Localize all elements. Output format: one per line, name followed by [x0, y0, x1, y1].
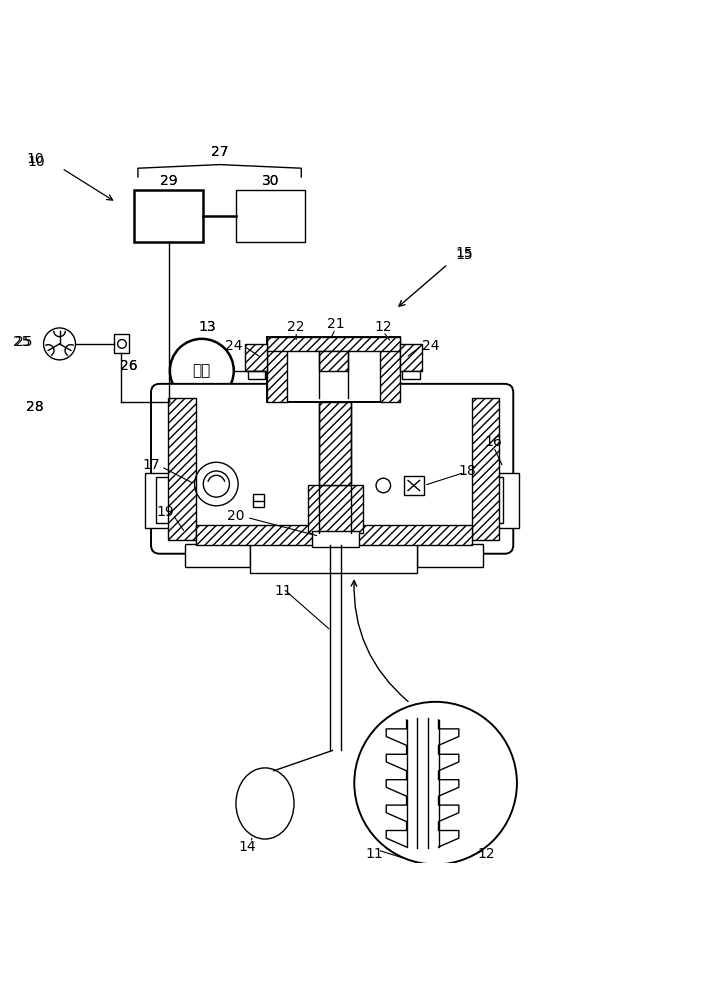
Bar — [267, 337, 400, 402]
Text: 19: 19 — [157, 505, 174, 519]
Bar — [476, 473, 519, 528]
Text: 30: 30 — [261, 174, 280, 188]
Text: 26: 26 — [121, 359, 138, 373]
Text: 10: 10 — [28, 155, 45, 169]
Text: 马达: 马达 — [192, 363, 211, 378]
Text: 17: 17 — [142, 458, 160, 472]
Text: 11: 11 — [274, 584, 292, 598]
Bar — [417, 544, 483, 567]
Bar — [248, 371, 265, 379]
Text: 14: 14 — [238, 840, 256, 854]
Text: 30: 30 — [261, 174, 280, 188]
Bar — [236, 190, 305, 242]
Bar — [267, 337, 400, 351]
Bar — [308, 485, 363, 533]
Text: 27: 27 — [211, 145, 229, 159]
Bar — [267, 337, 287, 402]
Text: 28: 28 — [26, 400, 44, 414]
Text: 25: 25 — [13, 335, 30, 349]
Text: 12: 12 — [375, 320, 392, 334]
Text: 28: 28 — [26, 400, 44, 414]
Bar — [168, 398, 196, 540]
Text: 26: 26 — [121, 359, 138, 373]
Bar — [196, 525, 472, 545]
Text: 15: 15 — [456, 248, 473, 262]
Bar — [185, 544, 250, 567]
Bar — [380, 337, 400, 402]
Bar — [472, 398, 499, 540]
Bar — [404, 476, 424, 495]
Text: 29: 29 — [160, 174, 178, 188]
Bar — [156, 477, 174, 523]
Text: 27: 27 — [211, 145, 229, 159]
Bar — [485, 477, 503, 523]
Bar — [319, 351, 348, 371]
Text: 12: 12 — [478, 847, 495, 861]
Text: 24: 24 — [422, 339, 439, 353]
Text: 13: 13 — [199, 320, 216, 334]
Text: 11: 11 — [365, 847, 383, 861]
Text: 13: 13 — [199, 320, 216, 334]
Text: 24: 24 — [225, 339, 242, 353]
Bar — [134, 190, 203, 242]
Bar — [253, 494, 264, 507]
Bar — [250, 544, 417, 573]
Bar — [400, 344, 422, 371]
Text: 10: 10 — [26, 152, 44, 166]
Bar — [312, 531, 359, 547]
Text: 21: 21 — [327, 317, 344, 331]
Text: 16: 16 — [485, 435, 502, 449]
Text: 29: 29 — [160, 174, 178, 188]
Text: 15: 15 — [456, 246, 473, 260]
Bar — [114, 334, 129, 353]
Bar — [319, 402, 351, 485]
Text: 25: 25 — [15, 335, 33, 349]
Bar — [402, 371, 420, 379]
Bar — [245, 344, 267, 371]
FancyBboxPatch shape — [151, 384, 513, 554]
Text: 18: 18 — [459, 464, 476, 478]
Text: 20: 20 — [227, 509, 245, 523]
Text: 22: 22 — [287, 320, 305, 334]
Bar — [145, 473, 189, 528]
